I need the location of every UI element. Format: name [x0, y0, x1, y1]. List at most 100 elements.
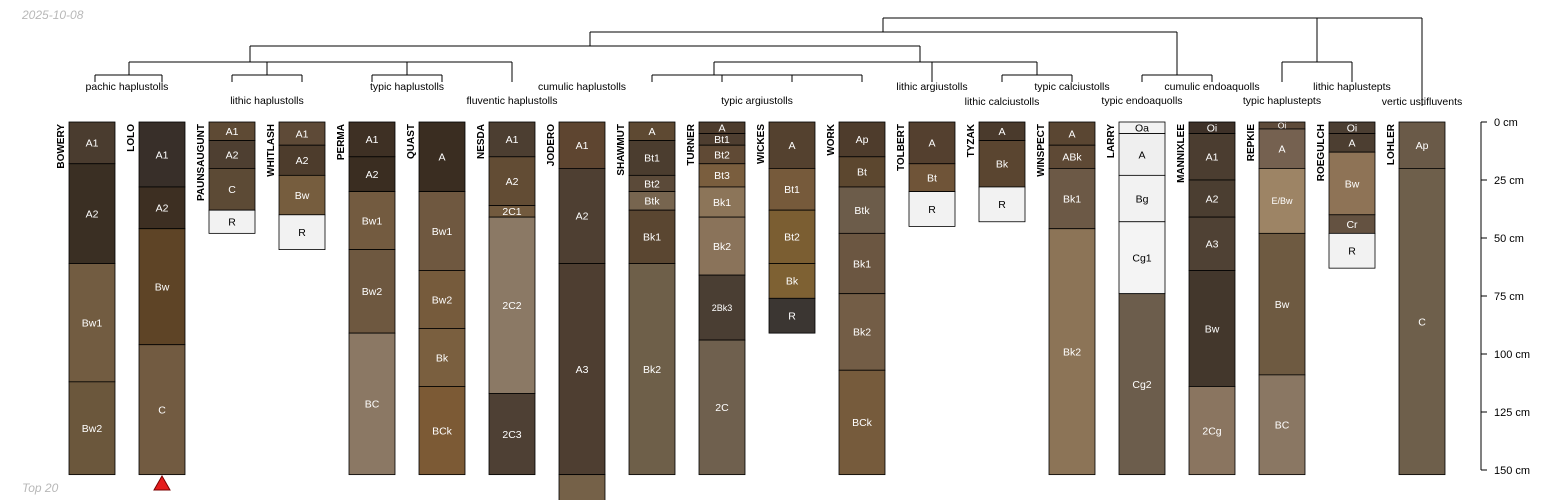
horizon-label: Bk1 [713, 197, 731, 209]
horizon [698, 339, 746, 476]
horizon-label: A2 [86, 208, 99, 220]
horizon-label: A [1138, 149, 1145, 161]
horizon-label: A [1068, 128, 1075, 140]
horizon [628, 263, 676, 476]
horizon [348, 249, 396, 334]
horizon-label: A [1278, 143, 1285, 155]
horizon-label: Bt [857, 167, 867, 179]
soil-profile: A Bk R TYZAK [966, 121, 1026, 223]
horizon-label: Oa [1135, 123, 1149, 135]
soil-profile: A1 A2 Bw1 Bw2 BC PERMA [336, 121, 396, 476]
horizon [138, 121, 186, 188]
horizon [838, 369, 886, 476]
taxon-label: typic haplustepts [1243, 95, 1321, 107]
horizon-label: A2 [506, 176, 519, 188]
soil-profile: A1 A2 Bw R WHITLASH [266, 121, 326, 251]
profile-name: WHITLASH [266, 124, 277, 177]
horizon [138, 228, 186, 346]
horizon [558, 167, 606, 264]
horizon [698, 186, 746, 218]
profile-name: WICKES [756, 124, 767, 164]
depth-axis: 0 cm 25 cm 50 cm 75 cm 100 cm 125 cm 150 cm [1480, 117, 1530, 477]
profile-marker-triangle [153, 474, 171, 491]
taxonomic-dendrogram [94, 17, 1423, 106]
horizon [1118, 221, 1166, 295]
horizon [908, 163, 956, 192]
horizon-label: A [648, 126, 655, 138]
horizon-label: 2C2 [502, 300, 521, 312]
horizon-label: A2 [366, 169, 379, 181]
horizon [68, 381, 116, 476]
horizon [698, 216, 746, 276]
horizon-label: Ap [1416, 140, 1429, 152]
horizon [558, 474, 606, 500]
horizon [838, 232, 886, 295]
horizon-label: Bt3 [714, 170, 730, 182]
horizon [68, 163, 116, 264]
horizon [68, 263, 116, 383]
profile-name: WINSPECT [1036, 124, 1047, 177]
horizon-label: Bk [786, 276, 799, 288]
horizon-label: Bt1 [714, 134, 730, 146]
horizon-label: A2 [226, 149, 239, 161]
horizon-label: A [718, 123, 725, 135]
horizon-label: Bg [1136, 193, 1149, 205]
horizon [768, 167, 816, 211]
horizon [768, 297, 816, 334]
horizon [1118, 133, 1166, 176]
horizon [768, 121, 816, 169]
horizon-label: A1 [506, 134, 519, 146]
depth-tick-label: 75 cm [1494, 291, 1524, 303]
profile-name: LOLO [126, 124, 137, 152]
horizon-label: Bk2 [1063, 346, 1081, 358]
horizon [1258, 374, 1306, 476]
soil-profile: A Bt R TOLBERT [896, 121, 956, 227]
taxon-label: vertic ustifluvents [1382, 96, 1463, 108]
soil-profile: A Bt1 Bt2 Btk Bk1 Bk2 SHAWMUT [616, 121, 676, 476]
profile-name: SHAWMUT [616, 124, 627, 176]
horizon [908, 191, 956, 227]
footer-label: Top 20 [22, 481, 59, 495]
horizon-label: A [438, 152, 445, 164]
horizon [418, 121, 466, 192]
horizon-label: Oi [1347, 123, 1358, 135]
horizon [278, 174, 326, 216]
horizon-label: R [1348, 246, 1356, 258]
horizon-label: Oi [1207, 123, 1218, 135]
horizon-label: C [1418, 316, 1426, 328]
horizon-label: Bk2 [713, 241, 731, 253]
taxon-label: typic endoaquolls [1101, 95, 1182, 107]
horizon-label: BCk [852, 417, 873, 429]
date-label: 2025-10-08 [22, 8, 84, 22]
horizon-label: Bk1 [643, 232, 661, 244]
horizon [978, 140, 1026, 188]
horizon [348, 191, 396, 251]
horizon-label: A1 [226, 126, 239, 138]
soil-profile: Oi A E/Bw Bw BC REPKIE [1246, 121, 1306, 476]
horizon-label: Bk1 [1063, 193, 1081, 205]
horizon-label: E/Bw [1271, 196, 1293, 206]
profile-name: NESDA [476, 124, 487, 159]
horizon-label: BC [1275, 420, 1290, 432]
horizon-label: ABk [1062, 152, 1082, 164]
horizon [278, 214, 326, 251]
horizon-label: Bk [436, 352, 449, 364]
taxon-label: cumulic haplustolls [538, 81, 626, 93]
horizon-label: Bw1 [82, 317, 103, 329]
horizon-label: Ap [856, 134, 869, 146]
taxa-labels: pachic haplustolls lithic haplustolls typi… [86, 81, 1463, 108]
horizon-label: 2Bk3 [712, 303, 733, 313]
taxon-label: pachic haplustolls [86, 81, 169, 93]
profile-name: LOHLER [1386, 123, 1397, 165]
soil-profile: A1 A2 C R PAUNSAUGUNT [196, 121, 256, 234]
depth-tick-label: 150 cm [1494, 465, 1530, 477]
horizon-label: A1 [296, 128, 309, 140]
horizon [1188, 270, 1236, 387]
horizon-label: A1 [86, 138, 99, 150]
soil-profile: Ap C LOHLER [1386, 121, 1446, 476]
horizon-label: Bt2 [644, 178, 660, 190]
horizon-label: Bw1 [362, 215, 383, 227]
profile-name: QUAST [406, 124, 417, 159]
soil-profile: A Bt1 Bt2 Bk R WICKES [756, 121, 816, 334]
